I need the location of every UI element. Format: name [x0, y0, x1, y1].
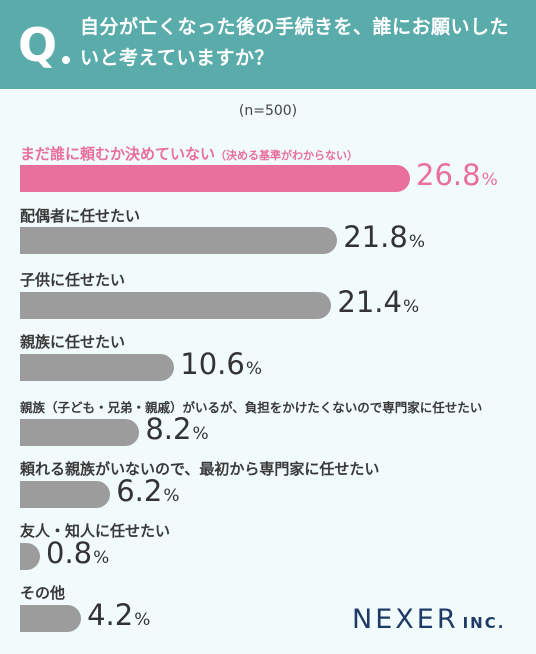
bar [20, 481, 111, 508]
value-number: 10.6 [180, 347, 245, 381]
value-label: 0.8% [46, 536, 109, 570]
value-unit: % [481, 170, 498, 190]
bar [20, 165, 410, 192]
category-label: 親族（子ども・兄弟・親戚）がいるが、負担をかけたくないので専門家に任せたい [20, 397, 482, 416]
category-label-text: 親族に任せたい [20, 333, 126, 351]
category-label: その他 [20, 582, 65, 603]
category-label: 配偶者に任せたい [20, 205, 140, 226]
bar [20, 605, 82, 632]
bar [20, 292, 332, 319]
value-number: 21.8 [343, 220, 408, 254]
bar [20, 419, 140, 446]
value-number: 4.2 [87, 598, 134, 632]
category-label-text: その他 [20, 584, 66, 602]
bar [20, 354, 175, 381]
sample-size-note: (n=500) [238, 103, 298, 119]
value-unit: % [93, 548, 110, 568]
category-label-text: 親族（子ども・兄弟・親戚）がいるが、負担をかけたくないので専門家に任せたい [20, 400, 483, 415]
logo-main: NEXER [352, 604, 459, 635]
category-label-text: 頼れる親族がいないので、最初から専門家に任せたい [20, 460, 380, 478]
nexer-logo: NEXER INC. [352, 604, 505, 635]
question-text: 自分が亡くなった後の手続きを、誰にお願いしたいと考えていますか？ [80, 16, 510, 69]
question-header: Q 自分が亡くなった後の手続きを、誰にお願いしたいと考えていますか？ [0, 0, 536, 89]
value-number: 26.8 [416, 158, 481, 192]
category-label-text: 子供に任せたい [20, 271, 126, 289]
q-mark: Q [18, 18, 58, 72]
category-label-text: 配偶者に任せたい [20, 207, 141, 225]
bar [20, 543, 40, 570]
value-label: 4.2% [87, 598, 150, 632]
value-number: 6.2 [116, 474, 163, 508]
value-label: 21.4% [337, 285, 419, 319]
value-number: 21.4 [337, 285, 402, 319]
value-number: 8.2 [145, 412, 192, 446]
logo-sub: INC. [462, 614, 506, 632]
category-label: 頼れる親族がいないので、最初から専門家に任せたい [20, 458, 379, 479]
value-unit: % [402, 297, 420, 317]
value-label: 21.8% [343, 220, 425, 254]
value-unit: % [134, 610, 151, 630]
category-label: 子供に任せたい [20, 269, 125, 290]
value-unit: % [163, 486, 180, 506]
value-unit: % [245, 359, 262, 379]
category-label: 親族に任せたい [20, 331, 125, 352]
category-label: 友人・知人に任せたい [20, 520, 170, 541]
value-label: 10.6% [180, 347, 262, 381]
value-unit: % [192, 424, 209, 444]
bar [20, 227, 338, 254]
value-label: 8.2% [145, 412, 208, 446]
category-label-text: まだ誰に頼むか決めていない [20, 145, 216, 163]
q-dot [62, 56, 70, 64]
value-unit: % [408, 232, 425, 252]
category-label: まだ誰に頼むか決めていない（決める基準がわからない） [20, 143, 358, 164]
value-label: 26.8% [416, 158, 498, 192]
category-note: （決める基準がわからない） [215, 149, 359, 162]
value-label: 6.2% [116, 474, 179, 508]
category-label-text: 友人・知人に任せたい [20, 522, 171, 540]
value-number: 0.8 [46, 536, 93, 570]
